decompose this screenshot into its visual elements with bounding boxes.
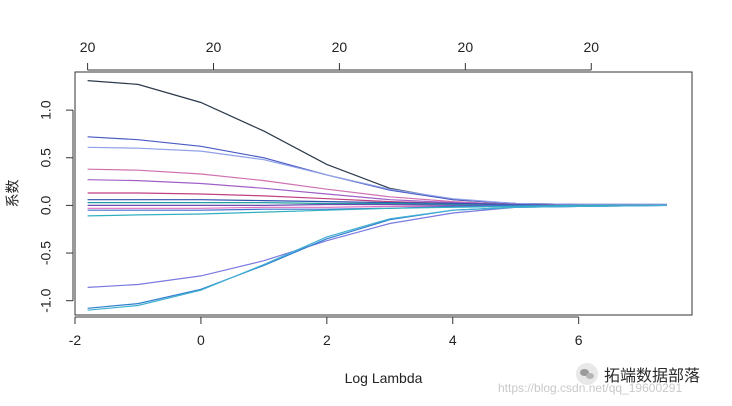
top-tick-label: 20 xyxy=(80,39,96,55)
x-axis-title: Log Lambda xyxy=(345,370,423,386)
top-tick-label: 20 xyxy=(206,39,222,55)
series-lines xyxy=(87,80,667,311)
y-tick-label: -1.0 xyxy=(38,288,54,312)
plot-frame xyxy=(74,71,693,316)
x-tick-label: -2 xyxy=(69,332,82,348)
x-tick-label: 2 xyxy=(323,332,331,348)
watermark: 拓端数据部落 xyxy=(576,362,700,386)
series-line-3 xyxy=(87,146,667,206)
watermark-text: 拓端数据部落 xyxy=(604,366,701,385)
series-line-14 xyxy=(87,204,667,309)
series-line-12 xyxy=(87,204,667,217)
top-axis: 20 20 20 20 20 xyxy=(80,39,599,71)
watermark-url: https://blog.csdn.net/qq_19600291 xyxy=(498,381,683,395)
y-tick-label: 0.5 xyxy=(38,148,54,168)
top-tick-label: 20 xyxy=(332,39,348,55)
y-tick-label: -0.5 xyxy=(38,241,54,265)
wechat-icon xyxy=(576,363,598,385)
y-tick-label: 0.0 xyxy=(38,195,54,215)
series-line-13 xyxy=(87,204,667,288)
x-axis: -2 0 2 4 6 xyxy=(69,316,583,348)
x-tick-label: 6 xyxy=(575,332,583,348)
series-line-15 xyxy=(87,204,667,311)
y-tick-label: 1.0 xyxy=(38,100,54,120)
top-tick-label: 20 xyxy=(458,39,474,55)
y-axis-title: 系数 xyxy=(5,180,21,208)
x-tick-label: 0 xyxy=(197,332,205,348)
y-axis: -1.0 -0.5 0.0 0.5 1.0 xyxy=(38,100,74,313)
top-tick-label: 20 xyxy=(583,39,599,55)
x-tick-label: 4 xyxy=(449,332,457,348)
series-line-2 xyxy=(87,136,667,206)
